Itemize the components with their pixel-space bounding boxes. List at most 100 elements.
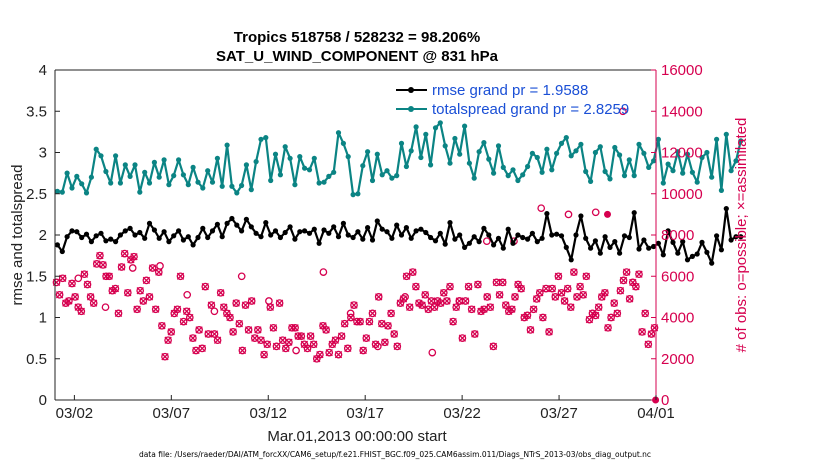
- totalspread-point: [83, 190, 90, 196]
- y-tick-label-right: 2000: [661, 351, 694, 368]
- rmse-point: [660, 252, 666, 258]
- rmse-point: [394, 222, 400, 228]
- totalspread-point: [568, 153, 574, 159]
- obs-cross-b: [121, 249, 129, 258]
- obs-assimilated-marker: [80, 270, 89, 279]
- obs-cross-b: [210, 330, 219, 338]
- totalspread-point: [190, 164, 196, 170]
- obs-cross-b: [198, 344, 206, 353]
- obs-possible-circle: [145, 293, 154, 301]
- rmse-point: [398, 232, 405, 238]
- obs-possible-circle: [508, 305, 516, 314]
- obs-cross-b: [529, 305, 538, 313]
- obs-cross-b: [310, 340, 318, 348]
- rmse-point: [316, 240, 322, 246]
- obs-assimilated-marker: [616, 286, 625, 295]
- obs-possible-circle: [399, 295, 408, 303]
- obs-assimilated-marker: [337, 332, 346, 340]
- obs-possible-circle: [579, 290, 588, 299]
- obs-assimilated-marker: [123, 288, 132, 297]
- totalspread-point: [59, 189, 65, 195]
- obs-assimilated-marker: [402, 272, 411, 281]
- rmse-point: [272, 228, 279, 234]
- obs-assimilated-marker: [331, 336, 340, 345]
- rmse-point: [641, 237, 647, 243]
- obs-cross-b: [80, 270, 89, 278]
- obs-cross-b: [461, 297, 470, 305]
- obs-cross-b: [145, 293, 154, 301]
- obs-possible-circle: [263, 340, 272, 349]
- totalspread-point: [345, 154, 351, 160]
- obs-possible-circle: [176, 272, 185, 281]
- obs-cross-b: [387, 309, 395, 318]
- totalspread-point: [689, 169, 696, 175]
- obs-cross-b: [381, 338, 389, 346]
- obs-assimilated-marker: [622, 268, 631, 276]
- obs-cross-b: [452, 303, 460, 311]
- obs-assimilated-marker: [68, 279, 76, 288]
- totalspread-point: [641, 150, 647, 156]
- totalspread-point: [122, 162, 128, 168]
- obs-assimilated-marker: [164, 336, 172, 345]
- obs-possible-circle: [539, 313, 547, 322]
- obs-possible-circle: [185, 313, 194, 322]
- obs-assimilated-marker: [99, 261, 107, 269]
- obs-cross-b: [316, 350, 324, 359]
- obs-assimilated-marker: [145, 293, 154, 301]
- obs-possible-circle: [325, 348, 334, 357]
- obs-possible-circle: [226, 313, 234, 322]
- obs-cross-b: [551, 293, 559, 301]
- rmse-point: [171, 233, 177, 239]
- totalspread-point: [723, 131, 729, 137]
- obs-possible-point: [428, 348, 437, 357]
- obs-assimilated-marker: [405, 303, 414, 312]
- totalspread-point: [525, 163, 531, 170]
- rmse-point: [64, 234, 70, 240]
- obs-possible-circle: [303, 344, 312, 353]
- obs-possible-circle: [563, 284, 572, 293]
- rmse-point: [369, 237, 376, 243]
- obs-cross-b: [393, 342, 401, 351]
- totalspread-point: [243, 162, 249, 168]
- rmse-point: [525, 236, 531, 242]
- x-axis-label: Mar.01,2013 00:00:00 start: [267, 428, 447, 445]
- obs-possible-circle: [96, 251, 104, 260]
- x-tick-label: 03/02: [56, 405, 94, 422]
- rmse-point: [263, 220, 269, 226]
- totalspread-point: [176, 157, 182, 163]
- obs-cross-b: [133, 305, 141, 313]
- totalspread-point: [733, 158, 739, 164]
- obs-assimilated-marker: [579, 290, 588, 299]
- rmse-point: [539, 235, 545, 241]
- totalspread-point: [108, 180, 114, 186]
- totalspread-point: [699, 154, 705, 161]
- rmse-point: [277, 234, 283, 241]
- totalspread-point: [137, 189, 143, 195]
- obs-assimilated-marker: [343, 344, 352, 353]
- obs-assimilated-marker: [566, 303, 575, 312]
- rmse-point: [583, 235, 589, 241]
- obs-cross-b: [548, 284, 556, 293]
- obs-assimilated-marker: [443, 297, 451, 305]
- obs-possible-circle: [216, 288, 225, 297]
- obs-cross-b: [402, 272, 411, 280]
- obs-possible-circle: [439, 288, 448, 297]
- obs-assimilated-marker: [650, 323, 659, 332]
- rmse-point: [389, 235, 395, 241]
- obs-cross-b: [418, 301, 426, 309]
- obs-assimilated-marker: [387, 309, 395, 318]
- obs-possible-point: [319, 268, 328, 276]
- obs-assimilated-marker: [604, 323, 612, 332]
- totalspread-point: [684, 151, 691, 157]
- obs-cross-b: [161, 353, 169, 361]
- obs-assimilated-marker: [130, 252, 138, 261]
- rmse-point: [738, 234, 744, 240]
- totalspread-point: [200, 185, 206, 191]
- totalspread-point: [379, 172, 385, 178]
- rmse-point: [335, 234, 342, 240]
- obs-assimilated-marker: [356, 317, 364, 326]
- rmse-point: [234, 222, 240, 228]
- obs-assimilated-marker: [241, 301, 250, 309]
- totalspread-point: [462, 123, 468, 129]
- obs-cross-b: [598, 293, 606, 301]
